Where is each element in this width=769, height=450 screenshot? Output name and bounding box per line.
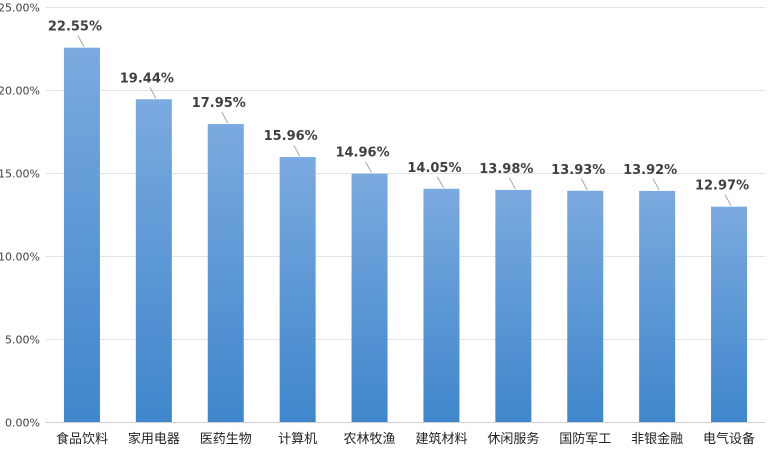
data-label: 13.93% xyxy=(551,163,605,178)
bar xyxy=(351,173,388,422)
data-label: 17.95% xyxy=(192,96,246,111)
x-tick-label: 非银金融 xyxy=(631,431,683,447)
leader-line xyxy=(652,178,660,191)
leader-line xyxy=(221,111,229,124)
bar xyxy=(711,206,748,422)
leader-line xyxy=(580,178,588,191)
x-tick-label: 休闲服务 xyxy=(487,431,539,447)
y-tick-label: 5.00% xyxy=(5,334,40,347)
x-tick-label: 建筑材料 xyxy=(415,431,467,447)
y-tick-label: 10.00% xyxy=(0,251,40,264)
leader-line xyxy=(437,176,444,189)
bar xyxy=(495,189,532,422)
y-tick-label: 20.00% xyxy=(0,85,40,98)
data-label: 13.92% xyxy=(623,163,677,178)
y-tick-label: 15.00% xyxy=(0,168,40,181)
x-axis: 食品饮料 家用电器 医药生物 计算机 农林牧渔 建筑材料 休闲服务 国防军工 非银金融 电气设备 xyxy=(56,431,755,447)
data-label: 12.97% xyxy=(695,179,749,194)
bar xyxy=(207,124,244,422)
data-label: 14.96% xyxy=(335,146,389,161)
x-tick-label: 家用电器 xyxy=(128,431,180,447)
data-label: 22.55% xyxy=(48,20,102,35)
leader-line xyxy=(724,194,732,206)
data-label: 15.96% xyxy=(264,129,318,144)
leader-line xyxy=(293,144,301,157)
bar xyxy=(135,99,172,423)
data-label: 14.05% xyxy=(407,161,461,176)
leader-line xyxy=(365,161,372,173)
x-tick-label: 农林牧渔 xyxy=(344,432,396,447)
x-tick-label: 医药生物 xyxy=(200,432,252,447)
data-label: 19.44% xyxy=(120,71,174,86)
y-tick-label: 25.00% xyxy=(0,2,40,15)
bar xyxy=(567,190,604,422)
x-tick-label: 国防军工 xyxy=(559,431,611,447)
leader-line xyxy=(77,35,85,47)
data-labels: 22.55% 19.44% 17.95% 15.96% 14.96% 14.05% 13.9… xyxy=(48,20,749,206)
leader-line xyxy=(149,87,157,99)
bar xyxy=(423,188,460,422)
x-tick-label: 食品饮料 xyxy=(56,431,108,447)
bar xyxy=(639,190,676,422)
x-tick-label: 计算机 xyxy=(278,432,317,447)
data-label: 13.98% xyxy=(479,162,533,177)
leader-line xyxy=(508,177,516,190)
bars xyxy=(63,47,748,423)
x-tick-label: 电气设备 xyxy=(703,431,755,447)
y-axis: 0.00% 5.00% 10.00% 15.00% 20.00% 25.00% xyxy=(0,2,40,430)
y-tick-label: 0.00% xyxy=(5,417,40,430)
bar xyxy=(279,157,316,422)
bar xyxy=(63,47,100,423)
